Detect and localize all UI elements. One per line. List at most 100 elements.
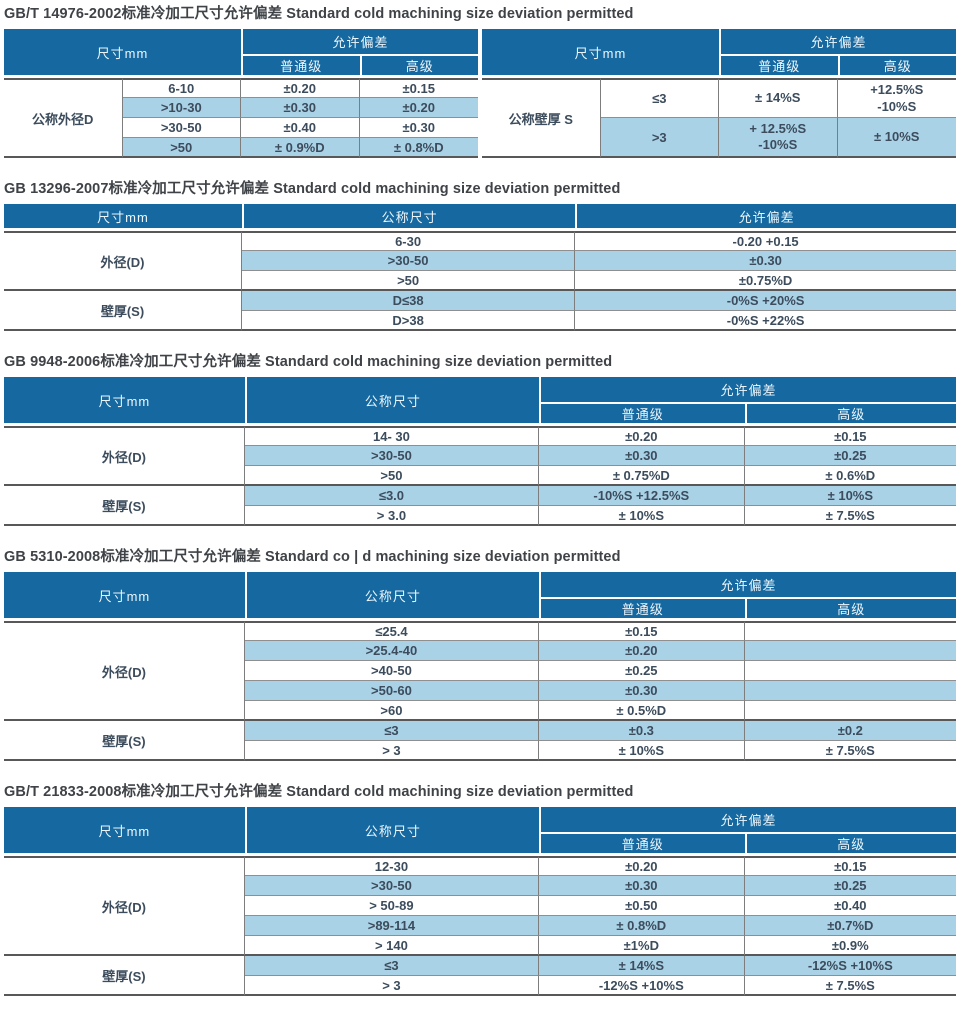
cell-normal-grade: ± 10%S — [539, 741, 745, 761]
cell-deviation: ±0.30 — [575, 251, 956, 271]
cell-size: >60 — [244, 701, 539, 721]
table-title: GB/T 14976-2002标准冷加工尺寸允许偏差 Standard cold… — [4, 6, 634, 22]
cell-size: 14- 30 — [244, 426, 539, 446]
col-header-normal-grade: 普通级 — [241, 56, 360, 78]
cell-high-grade: ± 7.5%S — [744, 741, 956, 761]
table-row: > 3.0 ± 10%S ± 7.5%S — [4, 506, 956, 526]
table-row: >50-60 ±0.30 — [4, 681, 956, 701]
cell-size: 12-30 — [244, 856, 539, 876]
cell-normal-grade: ±0.15 — [539, 621, 745, 641]
cell-size: > 140 — [244, 936, 539, 956]
col-header-size-mm: 尺寸mm — [4, 29, 241, 78]
col-header-high-grade: 高级 — [744, 834, 956, 856]
cell-normal-grade: ±0.20 — [241, 78, 360, 98]
table-title: GB/T 21833-2008标准冷加工尺寸允许偏差 Standard cold… — [4, 784, 634, 800]
col-header-deviation: 允许偏差 — [241, 29, 478, 56]
cell-size: > 3.0 — [244, 506, 539, 526]
table-row: >10-30 ±0.30 ±0.20 — [4, 98, 478, 118]
split-table-row: 尺寸mm 允许偏差 普通级 高级 公称外径D 6-10 ±0.20 ±0.15 … — [4, 29, 956, 158]
group-label-outer-diameter: 外径(D) — [4, 856, 245, 956]
table-row: 壁厚(S) D≤38 -0%S +20%S — [4, 291, 956, 331]
table-row: 外径(D) 6-30 -0.20 +0.15 — [4, 231, 956, 291]
table-title: GB 9948-2006标准冷加工尺寸允许偏差 Standard cold ma… — [4, 354, 613, 370]
cell-normal-grade: ±0.20 — [539, 641, 745, 661]
table-row: >50 ± 0.9%D ± 0.8%D — [4, 138, 478, 158]
cell-high-grade: ±0.7%D — [744, 916, 956, 936]
table-row: 外径(D) 12-30 ±0.20 ±0.15 — [4, 856, 956, 956]
col-header-nominal-size: 公称尺寸 — [244, 572, 539, 621]
cell-normal-grade: ± 0.75%D — [539, 466, 745, 486]
col-header-size-mm: 尺寸mm — [4, 807, 245, 856]
col-header-size-mm: 尺寸mm — [4, 572, 245, 621]
cell-normal-grade: ± 0.9%D — [241, 138, 360, 158]
cell-normal-grade: -10%S +12.5%S — [539, 486, 745, 506]
cell-size: >89-114 — [244, 916, 539, 936]
table-title: GB 13296-2007标准冷加工尺寸允许偏差 Standard cold m… — [4, 181, 621, 197]
col-header-deviation: 允许偏差 — [719, 29, 956, 56]
cell-normal-grade: ± 14%S — [539, 956, 745, 976]
cell-deviation: -0%S +22%S — [575, 311, 956, 331]
cell-size: ≤3.0 — [244, 486, 539, 506]
cell-normal-grade: ± 14%S — [719, 78, 838, 118]
cell-size: >40-50 — [244, 661, 539, 681]
cell-size: >50 — [122, 138, 241, 158]
cell-high-grade: ± 7.5%S — [744, 976, 956, 996]
group-label-wall-thickness: 壁厚(S) — [4, 956, 245, 996]
table-title: GB 5310-2008标准冷加工尺寸允许偏差 Standard co | d … — [4, 549, 621, 565]
cell-high-grade: ± 0.6%D — [744, 466, 956, 486]
cell-size: > 3 — [244, 741, 539, 761]
cell-high-grade: ±0.20 — [359, 98, 478, 118]
cell-normal-grade: ±0.3 — [539, 721, 745, 741]
section-gb-5310: GB 5310-2008标准冷加工尺寸允许偏差 Standard co | d … — [4, 545, 956, 761]
table-gbt21833: 尺寸mm 公称尺寸 允许偏差 普通级 高级 外径(D) 12-30 ±0.20 … — [4, 807, 956, 996]
group-label-wall-thickness: 壁厚(S) — [4, 486, 245, 526]
table-gb13296: 尺寸mm 公称尺寸 允许偏差 外径(D) 6-30 -0.20 +0.15 >3… — [4, 204, 956, 331]
table-gb9948: 尺寸mm 公称尺寸 允许偏差 普通级 高级 外径(D) 14- 30 ±0.20… — [4, 377, 956, 526]
cell-high-grade: -12%S +10%S — [744, 956, 956, 976]
cell-deviation: -0.20 +0.15 — [575, 231, 956, 251]
col-header-size-mm: 尺寸mm — [4, 377, 245, 426]
cell-size: > 3 — [244, 976, 539, 996]
col-header-normal-grade: 普通级 — [539, 834, 745, 856]
cell-normal-grade: ± 0.5%D — [539, 701, 745, 721]
cell-high-grade — [744, 621, 956, 641]
cell-size: >30-50 — [244, 876, 539, 896]
table-row: >30-50 ±0.30 ±0.25 — [4, 876, 956, 896]
cell-deviation: ±0.75%D — [575, 271, 956, 291]
table-row: >30-50 ±0.40 ±0.30 — [4, 118, 478, 138]
cell-deviation: -0%S +20%S — [575, 291, 956, 311]
table-gbt14976-wall-thickness: 尺寸mm 允许偏差 普通级 高级 公称壁厚 S ≤3 ± 14%S +12.5%… — [482, 29, 956, 158]
cell-normal-grade: ±0.50 — [539, 896, 745, 916]
table-row: >50 ± 0.75%D ± 0.6%D — [4, 466, 956, 486]
cell-normal-grade: + 12.5%S -10%S — [719, 118, 838, 158]
cell-normal-grade: ±0.30 — [241, 98, 360, 118]
cell-size: >25.4-40 — [244, 641, 539, 661]
table-row: 壁厚(S) ≤3 ±0.3 ±0.2 — [4, 721, 956, 761]
cell-normal-grade: ±0.30 — [539, 446, 745, 466]
table-row: > 140 ±1%D ±0.9% — [4, 936, 956, 956]
cell-size: ≤25.4 — [244, 621, 539, 641]
cell-high-grade: ±0.9% — [744, 936, 956, 956]
table-row: D>38 -0%S +22%S — [4, 311, 956, 331]
cell-high-grade: +12.5%S -10%S — [837, 78, 956, 118]
section-gbt-14976: GB/T 14976-2002标准冷加工尺寸允许偏差 Standard cold… — [4, 2, 956, 158]
table-row: 壁厚(S) ≤3 ± 14%S -12%S +10%S — [4, 956, 956, 996]
section-gbt-21833: GB/T 21833-2008标准冷加工尺寸允许偏差 Standard cold… — [4, 780, 956, 996]
col-header-deviation: 允许偏差 — [575, 204, 956, 231]
cell-high-grade: ±0.15 — [359, 78, 478, 98]
cell-normal-grade: ±0.20 — [539, 426, 745, 446]
col-header-deviation: 允许偏差 — [539, 807, 956, 834]
table-row: 公称壁厚 S ≤3 ± 14%S +12.5%S -10%S — [482, 78, 956, 158]
col-header-normal-grade: 普通级 — [719, 56, 838, 78]
cell-normal-grade: ±1%D — [539, 936, 745, 956]
table-row: > 3 -12%S +10%S ± 7.5%S — [4, 976, 956, 996]
col-header-nominal-size: 公称尺寸 — [244, 377, 539, 426]
col-header-nominal-size: 公称尺寸 — [244, 807, 539, 856]
group-label-outer-diameter: 公称外径D — [4, 78, 123, 158]
cell-high-grade: ±0.2 — [744, 721, 956, 741]
cell-normal-grade: ±0.20 — [539, 856, 745, 876]
col-header-nominal-size: 公称尺寸 — [242, 204, 576, 231]
table-row: >60 ± 0.5%D — [4, 701, 956, 721]
cell-high-grade — [744, 701, 956, 721]
cell-high-grade: ±0.15 — [744, 856, 956, 876]
